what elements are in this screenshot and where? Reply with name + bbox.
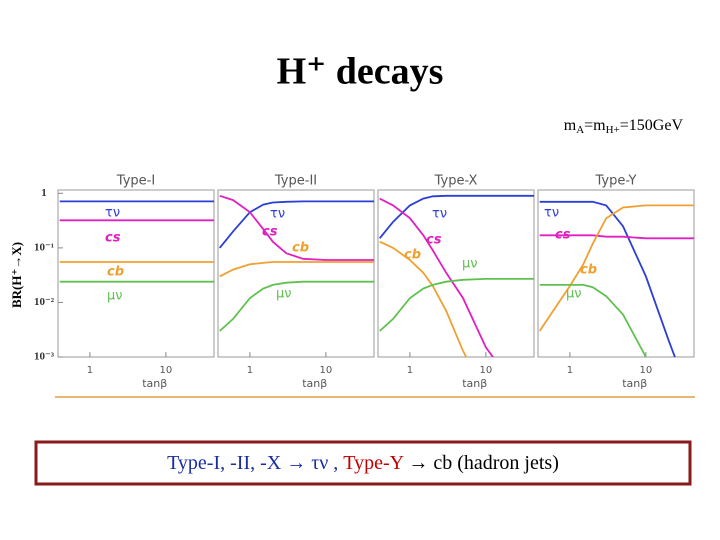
series-label: cs xyxy=(426,233,442,248)
mass-label: mA=mH+=150GeV xyxy=(564,117,684,136)
series-label: τν xyxy=(544,206,559,221)
series-label: cb xyxy=(292,241,309,256)
panel-title: Type-Y xyxy=(595,174,637,189)
x-tick-label: 10 xyxy=(160,365,173,376)
x-tick-label: 10 xyxy=(640,365,653,376)
x-axis-label: tanβ xyxy=(302,377,327,390)
panel xyxy=(217,189,375,358)
series-line xyxy=(379,278,534,332)
series-label: μν xyxy=(462,257,478,272)
slide-title: H⁺ decays xyxy=(277,51,444,93)
panel-title: Type-I xyxy=(116,174,155,189)
series-label: τν xyxy=(270,207,285,222)
series-line xyxy=(379,197,495,357)
series-label: cb xyxy=(404,248,421,263)
conclusion-box xyxy=(34,440,692,486)
y-tick-label: 1 xyxy=(41,187,47,199)
series-label: cs xyxy=(555,228,571,243)
x-tick-label: 10 xyxy=(320,365,333,376)
series-label: τν xyxy=(432,207,447,222)
series-line xyxy=(219,280,374,332)
series-line xyxy=(538,204,694,332)
panel-title: Type-X xyxy=(434,174,478,189)
plot-area xyxy=(59,200,214,283)
series-label: cb xyxy=(580,263,597,278)
panel-title: Type-II xyxy=(274,174,317,189)
series-label: μν xyxy=(566,287,582,302)
x-tick-label: 10 xyxy=(480,365,493,376)
series-line xyxy=(539,284,647,357)
y-tick-label: 10⁻² xyxy=(34,296,55,308)
series-label: μν xyxy=(276,287,292,302)
series-line xyxy=(219,194,374,261)
series-line xyxy=(379,194,534,239)
x-tick-label: 1 xyxy=(407,365,413,376)
plot-area xyxy=(219,194,374,332)
series-label: cb xyxy=(107,265,124,280)
x-tick-label: 1 xyxy=(87,365,93,376)
y-tick-label: 10⁻¹ xyxy=(34,241,54,253)
series-line xyxy=(379,240,468,357)
panel xyxy=(377,189,535,358)
series-label: cs xyxy=(262,225,278,240)
x-axis-label: tanβ xyxy=(622,377,647,390)
y-tick-label: 10⁻³ xyxy=(34,351,55,363)
series-line xyxy=(219,200,374,249)
plot-area xyxy=(379,194,534,357)
series-line xyxy=(539,200,676,357)
x-axis-label: tanβ xyxy=(462,377,487,390)
panel xyxy=(537,189,695,358)
series-line xyxy=(219,261,374,278)
series-label: μν xyxy=(107,289,123,304)
x-tick-label: 1 xyxy=(247,365,253,376)
x-axis-label: tanβ xyxy=(142,377,167,390)
series-label: τν xyxy=(105,206,120,221)
series-line xyxy=(539,234,694,240)
conclusion: Type-I, -II, -X → τν , Type-Y → cb (hadr… xyxy=(167,452,559,474)
y-axis-label: BR(H⁺→X) xyxy=(9,242,24,308)
plot-area xyxy=(538,200,694,357)
series-label: cs xyxy=(105,231,121,246)
x-tick-label: 1 xyxy=(567,365,573,376)
panel xyxy=(57,189,215,358)
